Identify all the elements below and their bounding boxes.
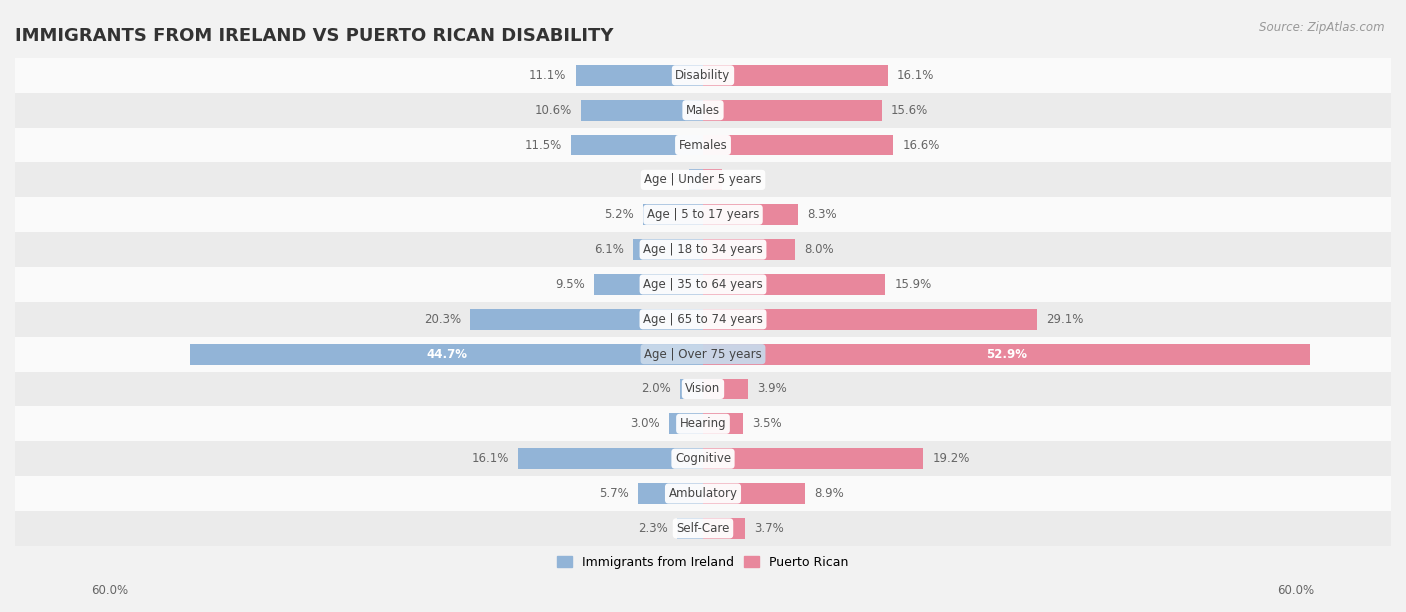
Bar xyxy=(703,135,893,155)
Bar xyxy=(703,204,799,225)
Text: IMMIGRANTS FROM IRELAND VS PUERTO RICAN DISABILITY: IMMIGRANTS FROM IRELAND VS PUERTO RICAN … xyxy=(15,28,613,45)
Bar xyxy=(15,93,1391,128)
Bar xyxy=(15,441,1391,476)
Text: 3.7%: 3.7% xyxy=(755,522,785,535)
Text: Age | 5 to 17 years: Age | 5 to 17 years xyxy=(647,208,759,221)
Bar xyxy=(703,344,1309,365)
Text: Disability: Disability xyxy=(675,69,731,82)
Text: 8.0%: 8.0% xyxy=(804,243,834,256)
Bar xyxy=(703,170,723,190)
Bar xyxy=(190,344,703,365)
Text: 1.7%: 1.7% xyxy=(731,173,762,187)
Text: Source: ZipAtlas.com: Source: ZipAtlas.com xyxy=(1260,21,1385,34)
Bar xyxy=(644,204,703,225)
Bar xyxy=(703,309,1036,330)
Bar xyxy=(15,162,1391,197)
Text: Cognitive: Cognitive xyxy=(675,452,731,465)
Text: 3.0%: 3.0% xyxy=(630,417,659,430)
Text: Age | Over 75 years: Age | Over 75 years xyxy=(644,348,762,360)
Text: 20.3%: 20.3% xyxy=(425,313,461,326)
Bar xyxy=(582,100,703,121)
Text: Age | 65 to 74 years: Age | 65 to 74 years xyxy=(643,313,763,326)
Bar xyxy=(703,448,924,469)
Text: Hearing: Hearing xyxy=(679,417,727,430)
Bar xyxy=(15,337,1391,371)
Text: 60.0%: 60.0% xyxy=(91,584,128,597)
Bar xyxy=(15,302,1391,337)
Bar xyxy=(15,128,1391,162)
Text: 16.1%: 16.1% xyxy=(472,452,509,465)
Bar xyxy=(15,197,1391,232)
Text: 9.5%: 9.5% xyxy=(555,278,585,291)
Bar xyxy=(15,232,1391,267)
Text: 52.9%: 52.9% xyxy=(986,348,1026,360)
Bar xyxy=(703,483,806,504)
Text: 44.7%: 44.7% xyxy=(426,348,467,360)
Bar xyxy=(703,65,887,86)
Legend: Immigrants from Ireland, Puerto Rican: Immigrants from Ireland, Puerto Rican xyxy=(553,551,853,573)
Bar xyxy=(703,239,794,260)
Text: 29.1%: 29.1% xyxy=(1046,313,1083,326)
Text: 6.1%: 6.1% xyxy=(593,243,624,256)
Bar xyxy=(15,511,1391,546)
Text: Age | 18 to 34 years: Age | 18 to 34 years xyxy=(643,243,763,256)
Bar xyxy=(15,476,1391,511)
Text: 19.2%: 19.2% xyxy=(932,452,970,465)
Bar xyxy=(470,309,703,330)
Bar xyxy=(689,170,703,190)
Bar xyxy=(595,274,703,295)
Bar xyxy=(15,267,1391,302)
Bar xyxy=(571,135,703,155)
Bar xyxy=(633,239,703,260)
Bar xyxy=(703,518,745,539)
Text: 2.3%: 2.3% xyxy=(638,522,668,535)
Text: 8.3%: 8.3% xyxy=(807,208,837,221)
Bar xyxy=(638,483,703,504)
Text: 1.2%: 1.2% xyxy=(650,173,681,187)
Bar xyxy=(575,65,703,86)
Text: 11.5%: 11.5% xyxy=(524,138,562,152)
Text: 3.9%: 3.9% xyxy=(756,382,786,395)
Bar xyxy=(703,274,886,295)
Text: Age | 35 to 64 years: Age | 35 to 64 years xyxy=(643,278,763,291)
Bar xyxy=(15,371,1391,406)
Bar xyxy=(669,413,703,435)
Text: 10.6%: 10.6% xyxy=(536,103,572,117)
Text: 15.6%: 15.6% xyxy=(891,103,928,117)
Text: 2.0%: 2.0% xyxy=(641,382,671,395)
Text: 8.9%: 8.9% xyxy=(814,487,844,500)
Text: 5.2%: 5.2% xyxy=(605,208,634,221)
Bar xyxy=(519,448,703,469)
Text: 16.1%: 16.1% xyxy=(897,69,934,82)
Text: 15.9%: 15.9% xyxy=(894,278,932,291)
Text: Females: Females xyxy=(679,138,727,152)
Bar xyxy=(681,378,703,400)
Text: Age | Under 5 years: Age | Under 5 years xyxy=(644,173,762,187)
Text: Males: Males xyxy=(686,103,720,117)
Bar xyxy=(703,413,744,435)
Text: 11.1%: 11.1% xyxy=(529,69,567,82)
Bar xyxy=(676,518,703,539)
Text: Vision: Vision xyxy=(685,382,721,395)
Bar xyxy=(15,58,1391,93)
Text: 5.7%: 5.7% xyxy=(599,487,628,500)
Text: 60.0%: 60.0% xyxy=(1278,584,1315,597)
Bar xyxy=(15,406,1391,441)
Text: 16.6%: 16.6% xyxy=(903,138,939,152)
Bar xyxy=(703,100,882,121)
Text: Self-Care: Self-Care xyxy=(676,522,730,535)
Bar xyxy=(703,378,748,400)
Text: 3.5%: 3.5% xyxy=(752,417,782,430)
Text: Ambulatory: Ambulatory xyxy=(668,487,738,500)
